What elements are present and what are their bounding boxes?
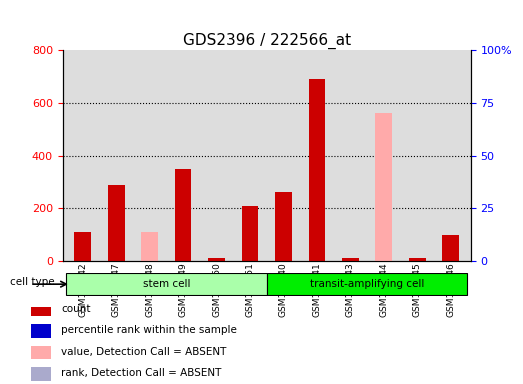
Bar (208, 258, 225, 261)
Bar (442, 235, 459, 261)
Title: GDS2396 / 222566_at: GDS2396 / 222566_at (183, 32, 351, 48)
Text: transit-amplifying cell: transit-amplifying cell (310, 279, 424, 289)
Bar (275, 192, 292, 261)
Text: percentile rank within the sample: percentile rank within the sample (61, 325, 237, 335)
FancyBboxPatch shape (267, 273, 468, 295)
Bar (31, 324, 51, 338)
Bar (242, 206, 258, 261)
Bar (141, 258, 158, 261)
Bar (108, 185, 124, 261)
FancyBboxPatch shape (66, 273, 267, 295)
Bar (175, 169, 191, 261)
Text: value, Detection Call = ABSENT: value, Detection Call = ABSENT (61, 347, 226, 357)
Bar (74, 232, 91, 261)
Bar (31, 346, 51, 359)
Bar (309, 79, 325, 261)
Bar (376, 113, 392, 261)
Text: cell type: cell type (10, 277, 55, 287)
Bar (141, 232, 158, 261)
Bar (31, 367, 51, 381)
Bar (376, 258, 392, 261)
Text: rank, Detection Call = ABSENT: rank, Detection Call = ABSENT (61, 368, 221, 378)
Text: count: count (61, 304, 90, 314)
Bar (409, 258, 426, 261)
Bar (31, 303, 51, 316)
Text: stem cell: stem cell (143, 279, 190, 289)
Bar (342, 258, 359, 261)
